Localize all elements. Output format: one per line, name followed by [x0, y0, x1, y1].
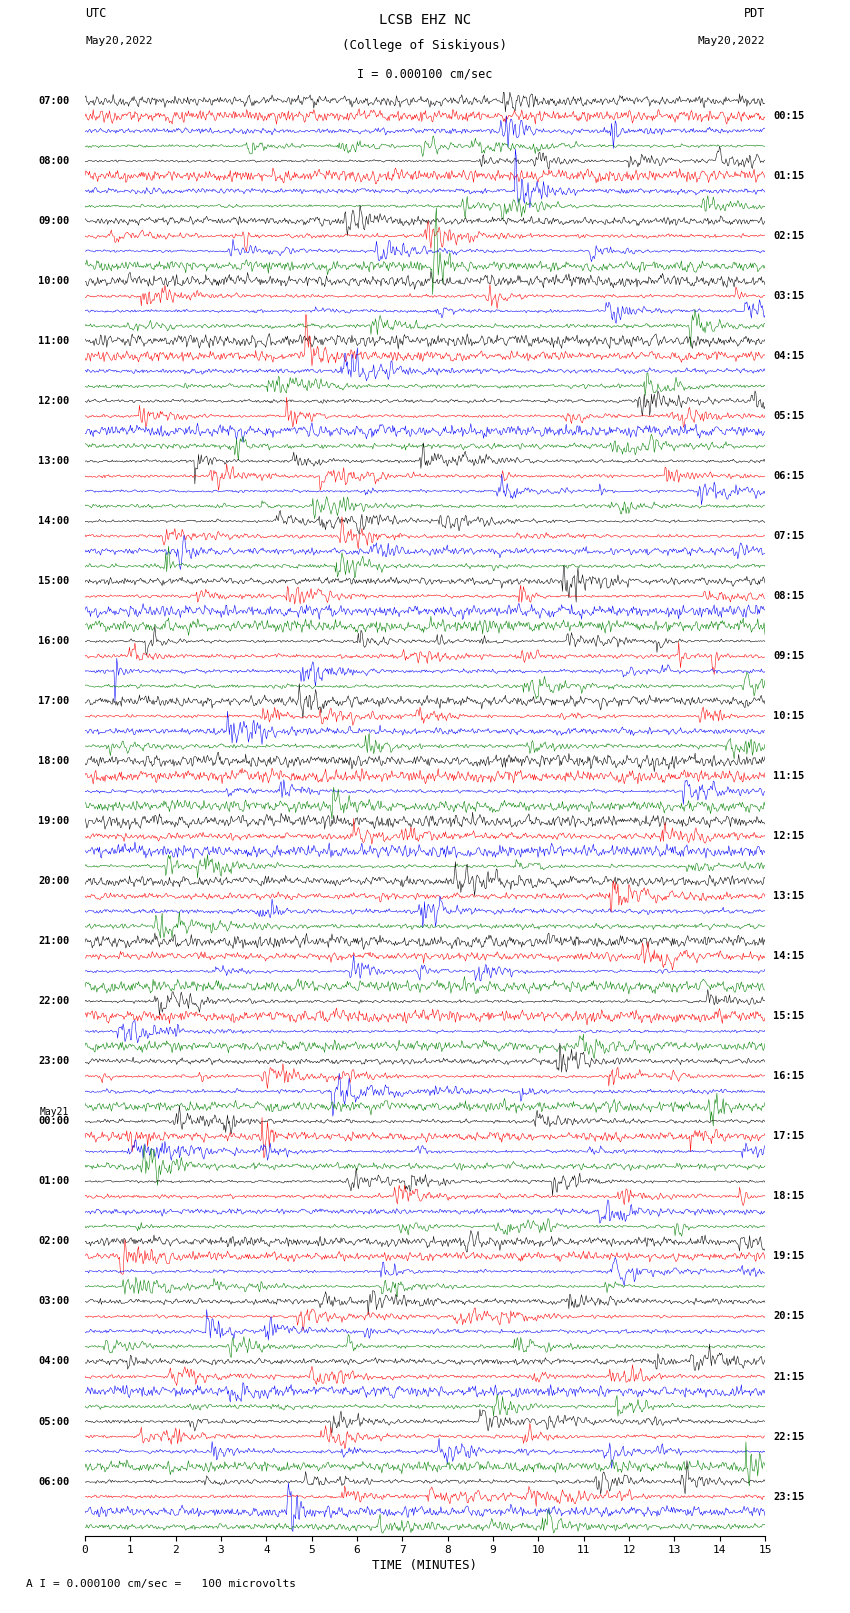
- Text: PDT: PDT: [744, 8, 765, 21]
- Text: 09:00: 09:00: [38, 216, 69, 226]
- Text: 02:15: 02:15: [774, 231, 804, 240]
- Text: 00:15: 00:15: [774, 111, 804, 121]
- Text: 06:15: 06:15: [774, 471, 804, 481]
- Text: 08:00: 08:00: [38, 156, 69, 166]
- Text: 22:00: 22:00: [38, 997, 69, 1007]
- Text: UTC: UTC: [85, 8, 106, 21]
- Text: 03:00: 03:00: [38, 1297, 69, 1307]
- Text: 17:15: 17:15: [774, 1131, 804, 1142]
- Text: May20,2022: May20,2022: [85, 37, 152, 47]
- Text: 14:00: 14:00: [38, 516, 69, 526]
- Text: 10:15: 10:15: [774, 711, 804, 721]
- Text: I = 0.000100 cm/sec: I = 0.000100 cm/sec: [357, 68, 493, 81]
- Text: 12:00: 12:00: [38, 397, 69, 406]
- Text: 09:15: 09:15: [774, 652, 804, 661]
- Text: 04:00: 04:00: [38, 1357, 69, 1366]
- Text: 16:00: 16:00: [38, 636, 69, 647]
- Text: 20:00: 20:00: [38, 876, 69, 886]
- Text: 01:00: 01:00: [38, 1176, 69, 1187]
- Text: 00:00: 00:00: [38, 1116, 69, 1126]
- Text: (College of Siskiyous): (College of Siskiyous): [343, 39, 507, 53]
- Text: 10:00: 10:00: [38, 276, 69, 286]
- Text: 15:15: 15:15: [774, 1011, 804, 1021]
- Text: 07:15: 07:15: [774, 531, 804, 540]
- Text: 06:00: 06:00: [38, 1476, 69, 1487]
- Text: 19:00: 19:00: [38, 816, 69, 826]
- Text: 11:00: 11:00: [38, 336, 69, 347]
- Text: 13:15: 13:15: [774, 892, 804, 902]
- Text: 23:15: 23:15: [774, 1492, 804, 1502]
- Text: 21:15: 21:15: [774, 1371, 804, 1381]
- Text: 21:00: 21:00: [38, 936, 69, 947]
- Text: 15:00: 15:00: [38, 576, 69, 586]
- Text: 22:15: 22:15: [774, 1431, 804, 1442]
- Text: 03:15: 03:15: [774, 290, 804, 302]
- Text: 17:00: 17:00: [38, 697, 69, 706]
- Text: 01:15: 01:15: [774, 171, 804, 181]
- Text: 05:00: 05:00: [38, 1416, 69, 1426]
- Text: 11:15: 11:15: [774, 771, 804, 781]
- Text: 12:15: 12:15: [774, 831, 804, 842]
- Text: 02:00: 02:00: [38, 1237, 69, 1247]
- Text: A I = 0.000100 cm/sec =   100 microvolts: A I = 0.000100 cm/sec = 100 microvolts: [26, 1579, 296, 1589]
- Text: 04:15: 04:15: [774, 352, 804, 361]
- Text: 05:15: 05:15: [774, 411, 804, 421]
- Text: 23:00: 23:00: [38, 1057, 69, 1066]
- Text: 08:15: 08:15: [774, 590, 804, 602]
- Text: 20:15: 20:15: [774, 1311, 804, 1321]
- Text: 14:15: 14:15: [774, 952, 804, 961]
- Text: May20,2022: May20,2022: [698, 37, 765, 47]
- Text: 07:00: 07:00: [38, 95, 69, 106]
- Text: 19:15: 19:15: [774, 1252, 804, 1261]
- Text: LCSB EHZ NC: LCSB EHZ NC: [379, 13, 471, 27]
- Text: May21: May21: [40, 1107, 69, 1118]
- Text: 16:15: 16:15: [774, 1071, 804, 1081]
- X-axis label: TIME (MINUTES): TIME (MINUTES): [372, 1560, 478, 1573]
- Text: 18:00: 18:00: [38, 756, 69, 766]
- Text: 18:15: 18:15: [774, 1192, 804, 1202]
- Text: 13:00: 13:00: [38, 456, 69, 466]
